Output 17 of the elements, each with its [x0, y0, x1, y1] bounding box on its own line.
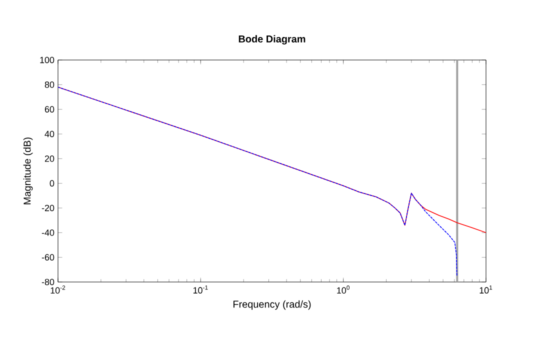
- chart-title: Bode Diagram: [238, 35, 306, 44]
- y-tick-label: -80: [42, 278, 54, 286]
- y-tick-label: 60: [44, 106, 54, 113]
- y-tick-label: 40: [44, 130, 54, 138]
- y-axis-title: Magnitude (dB): [23, 138, 33, 204]
- x-tick-label: 10$^{-2}$: [50, 286, 66, 294]
- y-tick-label: -40: [42, 229, 54, 236]
- x-axis-title: Frequency (rad/s): [234, 300, 311, 310]
- y-tick-label: -20: [42, 204, 54, 212]
- y-tick-label: 20: [44, 155, 54, 162]
- y-tick-label: -60: [42, 254, 54, 261]
- y-tick-label: 80: [44, 81, 54, 88]
- x-tick-label: 10$^{0}$: [337, 286, 350, 294]
- y-tick-label: 100: [40, 56, 54, 64]
- y-tick-label: 0: [50, 180, 54, 187]
- x-tick-label: 10$^{-1}$: [193, 286, 208, 294]
- x-tick-label: 10$^{1}$: [480, 286, 492, 294]
